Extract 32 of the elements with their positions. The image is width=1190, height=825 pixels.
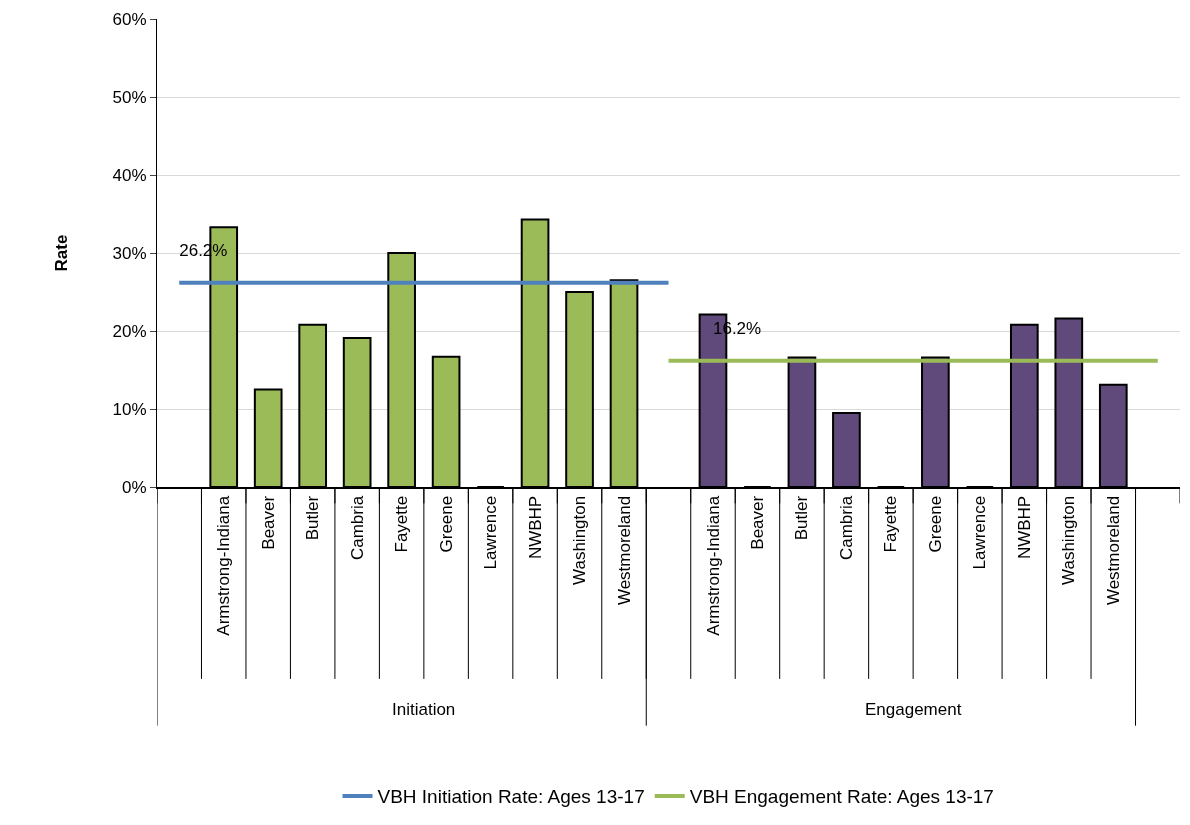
- x-tick-label: Lawrence: [970, 495, 990, 570]
- x-tick-label: NWBHP: [1014, 495, 1034, 560]
- x-tick-label: Cambria: [347, 495, 367, 561]
- y-tick-label: 10%: [112, 399, 147, 419]
- x-tick-label: Fayette: [392, 495, 412, 553]
- y-tick-label: 20%: [112, 321, 147, 341]
- y-tick-label: 60%: [112, 9, 147, 29]
- text: Initiation: [392, 700, 456, 719]
- y-tick-label: 50%: [112, 87, 147, 107]
- x-tick-label: Washington: [1059, 495, 1079, 585]
- x-tick-label: Fayette: [881, 495, 901, 553]
- text: Engagement: [865, 700, 962, 719]
- x-tick-label: Armstrong-Indiana: [214, 495, 234, 636]
- x-tick-label: NWBHP: [525, 495, 545, 560]
- y-tick-label: 0%: [122, 477, 147, 497]
- x-tick-label: Westmoreland: [614, 495, 634, 606]
- x-tick-label: Westmoreland: [1103, 495, 1123, 606]
- x-tick-label: Washington: [570, 495, 590, 585]
- x-tick-label: Greene: [925, 495, 945, 553]
- legend-label: VBH Initiation Rate: Ages 13-17: [377, 786, 645, 808]
- x-tick-label: Beaver: [747, 495, 767, 550]
- x-tick-label: Armstrong-Indiana: [703, 495, 723, 636]
- x-tick-label: Cambria: [836, 495, 856, 561]
- x-tick-label: Beaver: [258, 495, 278, 550]
- x-tick-label: Greene: [436, 495, 456, 553]
- y-tick-label: 40%: [112, 165, 147, 185]
- x-tick-label: Butler: [792, 495, 812, 541]
- x-tick-label: Butler: [303, 495, 323, 541]
- x-tick-label: Lawrence: [481, 495, 501, 570]
- y-axis-title: Rate: [52, 234, 72, 272]
- y-tick-label: 30%: [112, 243, 147, 263]
- legend-label: VBH Engagement Rate: Ages 13-17: [689, 786, 994, 808]
